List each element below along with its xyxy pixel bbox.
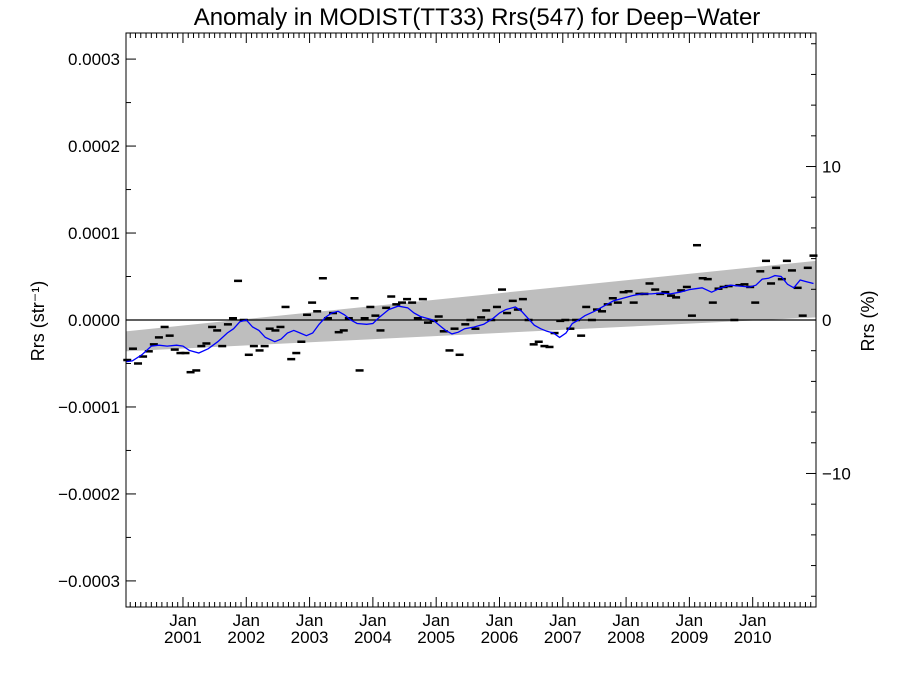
x-tick-label-month: Jan xyxy=(739,611,766,630)
y-axis-right-label: Rrs (%) xyxy=(858,291,878,352)
x-tick-label-month: Jan xyxy=(486,611,513,630)
x-tick-label-year: 2004 xyxy=(354,628,392,647)
x-tick-label-month: Jan xyxy=(676,611,703,630)
x-axis: Jan2001Jan2002Jan2003Jan2004Jan2005Jan20… xyxy=(129,33,817,647)
y-left-tick-label: 0.0001 xyxy=(68,224,120,243)
y-left-tick-label: 0.0003 xyxy=(68,50,120,69)
x-tick-label-year: 2005 xyxy=(417,628,455,647)
smoothed-anomaly-line xyxy=(125,274,814,363)
y-left-tick-label: −0.0003 xyxy=(58,572,120,591)
x-tick-label-year: 2002 xyxy=(227,628,265,647)
x-tick-label-month: Jan xyxy=(169,611,196,630)
y-left-tick-label: 0.0000 xyxy=(68,311,120,330)
trend-confidence-band xyxy=(126,260,816,352)
x-tick-label-month: Jan xyxy=(233,611,260,630)
plot-area xyxy=(123,32,818,608)
x-tick-label-year: 2006 xyxy=(481,628,519,647)
y-right-tick-label: 0 xyxy=(822,311,831,330)
x-tick-label-year: 2003 xyxy=(291,628,329,647)
y-axis-left: 0.0003 0.0002 0.0001 0.0000 −0.0001 −0.0002 −0… xyxy=(58,50,136,591)
chart-title: Anomaly in MODIST(TT33) Rrs(547) for Dee… xyxy=(194,4,761,31)
x-tick-label-month: Jan xyxy=(359,611,386,630)
x-tick-label-year: 2001 xyxy=(164,628,202,647)
x-tick-label-month: Jan xyxy=(612,611,639,630)
y-left-tick-label: −0.0002 xyxy=(58,485,120,504)
x-tick-label-year: 2007 xyxy=(544,628,582,647)
x-tick-label-month: Jan xyxy=(549,611,576,630)
y-axis-right: 10 0 −10 xyxy=(806,43,851,597)
x-tick-label-month: Jan xyxy=(422,611,449,630)
y-axis-left-label: Rrs (str⁻¹) xyxy=(28,281,48,361)
y-right-tick-label: 10 xyxy=(822,158,841,177)
x-tick-label-year: 2008 xyxy=(607,628,645,647)
y-left-tick-label: −0.0001 xyxy=(58,398,120,417)
x-tick-label-month: Jan xyxy=(296,611,323,630)
x-tick-label-year: 2010 xyxy=(734,628,772,647)
y-left-tick-label: 0.0002 xyxy=(68,137,120,156)
x-tick-label-year: 2009 xyxy=(670,628,708,647)
y-right-tick-label: −10 xyxy=(822,464,851,483)
